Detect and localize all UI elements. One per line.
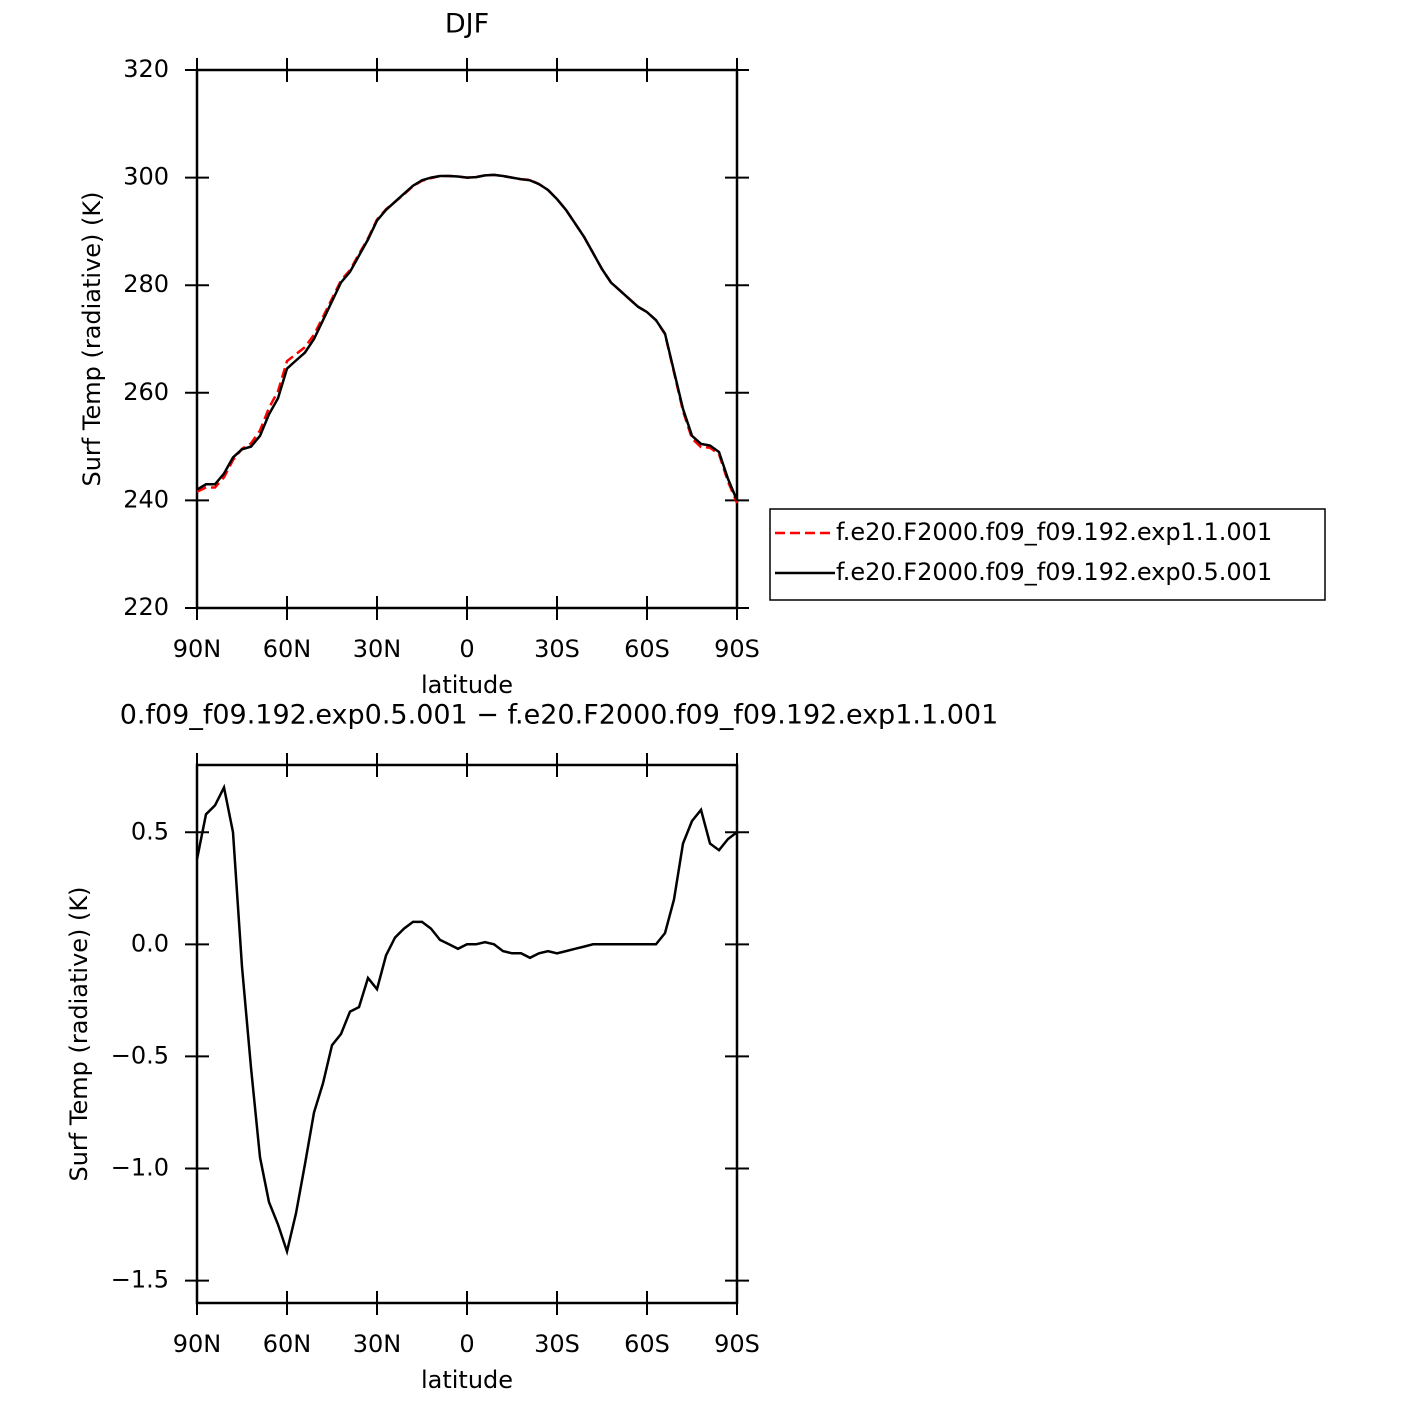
series-line <box>195 783 738 1256</box>
x-tick-label: 30S <box>534 635 580 663</box>
x-tick-label: 0 <box>459 1330 474 1358</box>
x-tick-label: 60N <box>263 635 312 663</box>
x-tick-label: 90N <box>173 635 222 663</box>
x-tick-label: 90S <box>714 1330 760 1358</box>
x-tick-label: 60S <box>624 1330 670 1358</box>
x-axis-label: latitude <box>421 671 513 699</box>
x-tick-label: 30N <box>353 635 402 663</box>
y-tick-label: 320 <box>123 55 169 83</box>
legend-label: f.e20.F2000.f09_f09.192.exp0.5.001 <box>836 558 1272 586</box>
y-axis-label: Surf Temp (radiative) (K) <box>65 886 93 1181</box>
y-tick-label: 0.0 <box>131 929 169 957</box>
y-tick-label: 300 <box>123 163 169 191</box>
legend-box <box>769 508 1326 601</box>
x-tick-label: 0 <box>459 635 474 663</box>
chart-title: DJF <box>445 9 489 40</box>
y-tick-label: 0.5 <box>131 817 169 845</box>
series-line <box>196 173 739 504</box>
y-tick-label: 220 <box>123 593 169 621</box>
y-tick-label: 280 <box>123 270 169 298</box>
y-tick-label: −0.5 <box>111 1041 169 1069</box>
y-tick-label: 260 <box>123 378 169 406</box>
series-line <box>196 173 739 501</box>
x-tick-label: 60N <box>263 1330 312 1358</box>
legend-label: f.e20.F2000.f09_f09.192.exp1.1.001 <box>836 518 1272 546</box>
x-tick-label: 90S <box>714 635 760 663</box>
x-tick-label: 30S <box>534 1330 580 1358</box>
y-tick-label: −1.0 <box>111 1154 169 1182</box>
y-axis-label: Surf Temp (radiative) (K) <box>78 191 106 486</box>
y-tick-label: 240 <box>123 485 169 513</box>
x-tick-label: 30N <box>353 1330 402 1358</box>
plot-frame <box>195 68 739 610</box>
y-tick-label: −1.5 <box>111 1266 169 1294</box>
chart-title: 0.f09_f09.192.exp0.5.001 − f.e20.F2000.f… <box>120 700 999 731</box>
x-axis-label: latitude <box>421 1366 513 1394</box>
x-tick-label: 90N <box>173 1330 222 1358</box>
x-tick-label: 60S <box>624 635 670 663</box>
